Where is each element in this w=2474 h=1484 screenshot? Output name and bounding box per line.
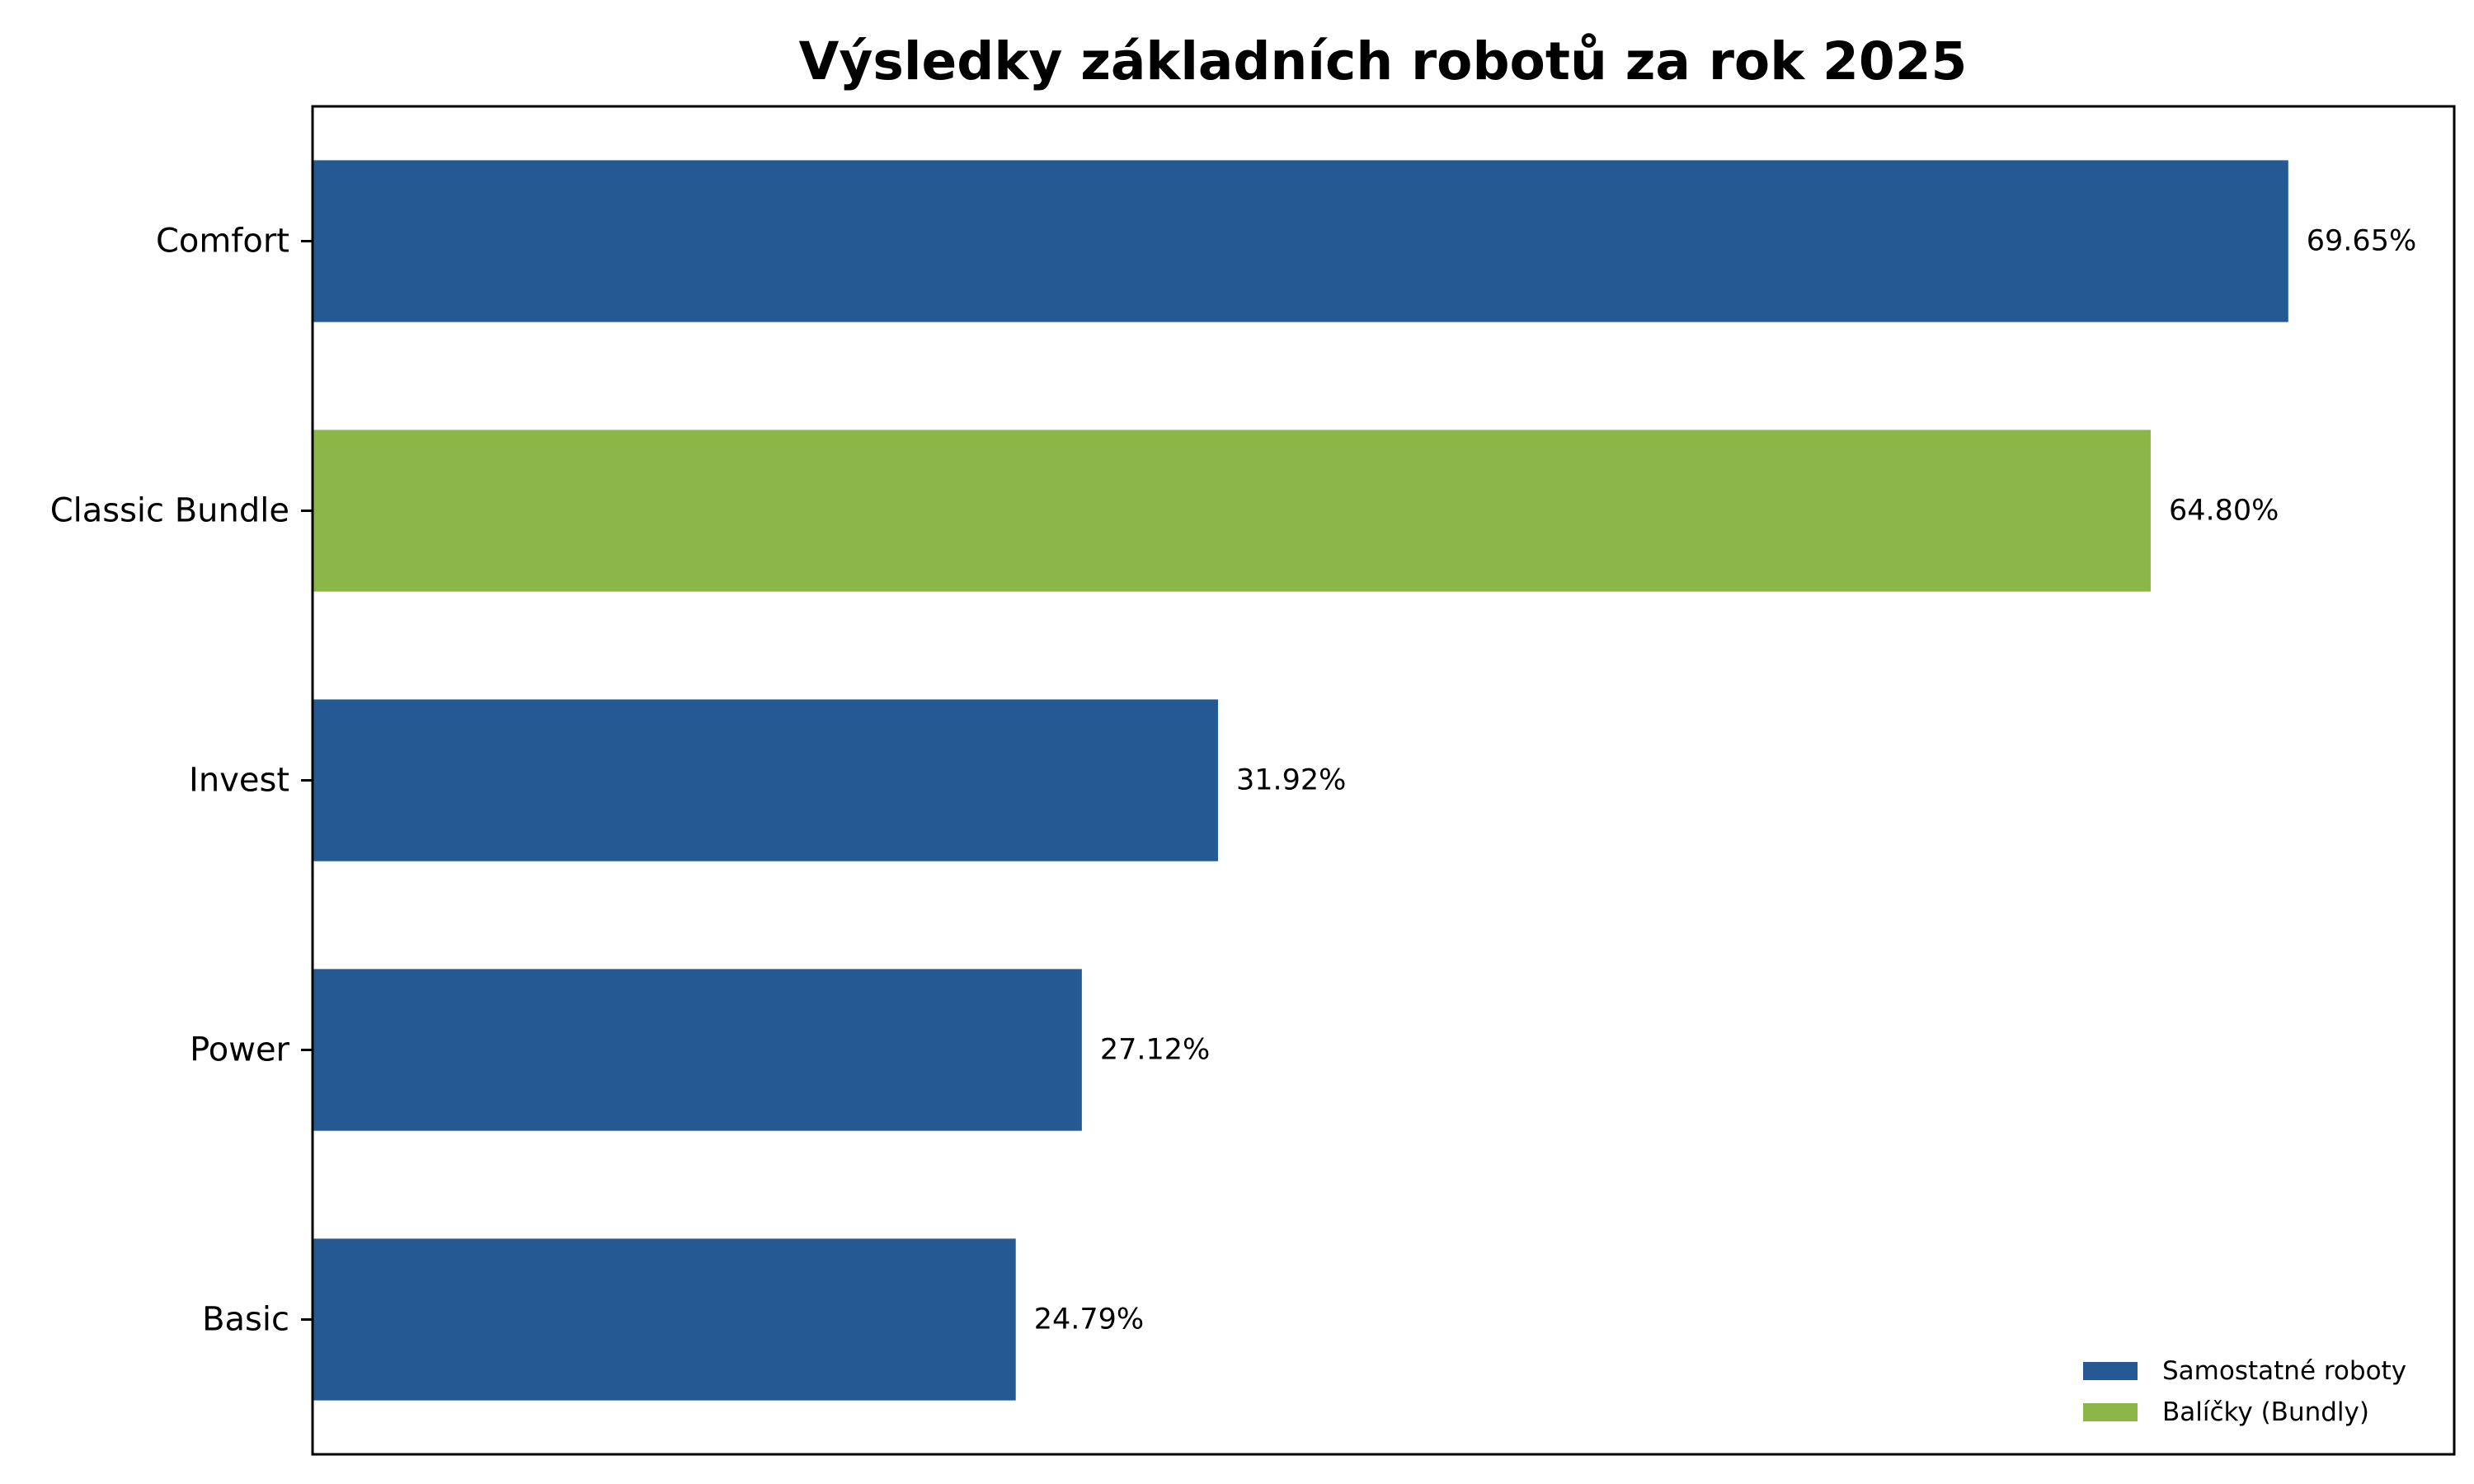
value-label: 24.79%: [1034, 1303, 1144, 1336]
bar-classic-bundle: [313, 430, 2151, 592]
y-tick-label: Invest: [189, 762, 289, 800]
legend-label: Balíčky (Bundly): [2162, 1397, 2369, 1427]
y-tick-label: Classic Bundle: [50, 492, 289, 530]
value-label: 64.80%: [2169, 495, 2279, 528]
y-tick-label: Power: [190, 1031, 289, 1069]
legend-label: Samostatné roboty: [2162, 1356, 2406, 1386]
bar-basic: [313, 1238, 1016, 1401]
legend-swatch: [2083, 1403, 2138, 1421]
value-label: 69.65%: [2307, 225, 2416, 258]
plot-frame: [311, 105, 2456, 1456]
bar-invest: [313, 699, 1218, 862]
legend: Samostatné roboty Balíčky (Bundly): [2083, 1356, 2406, 1427]
bar-power: [313, 969, 1082, 1131]
y-tick-label: Basic: [202, 1301, 289, 1339]
y-tick-label: Comfort: [156, 223, 289, 261]
bar-comfort: [313, 160, 2288, 322]
labels-layer: Comfort 69.65% Classic Bundle 64.80% Invest 3…: [50, 223, 2417, 1339]
value-label: 27.12%: [1100, 1034, 1210, 1067]
chart-title: Výsledky základních robotů za rok 2025: [799, 31, 1968, 92]
bars-layer: [313, 160, 2288, 1401]
value-label: 31.92%: [1236, 764, 1346, 797]
legend-swatch: [2083, 1362, 2138, 1380]
